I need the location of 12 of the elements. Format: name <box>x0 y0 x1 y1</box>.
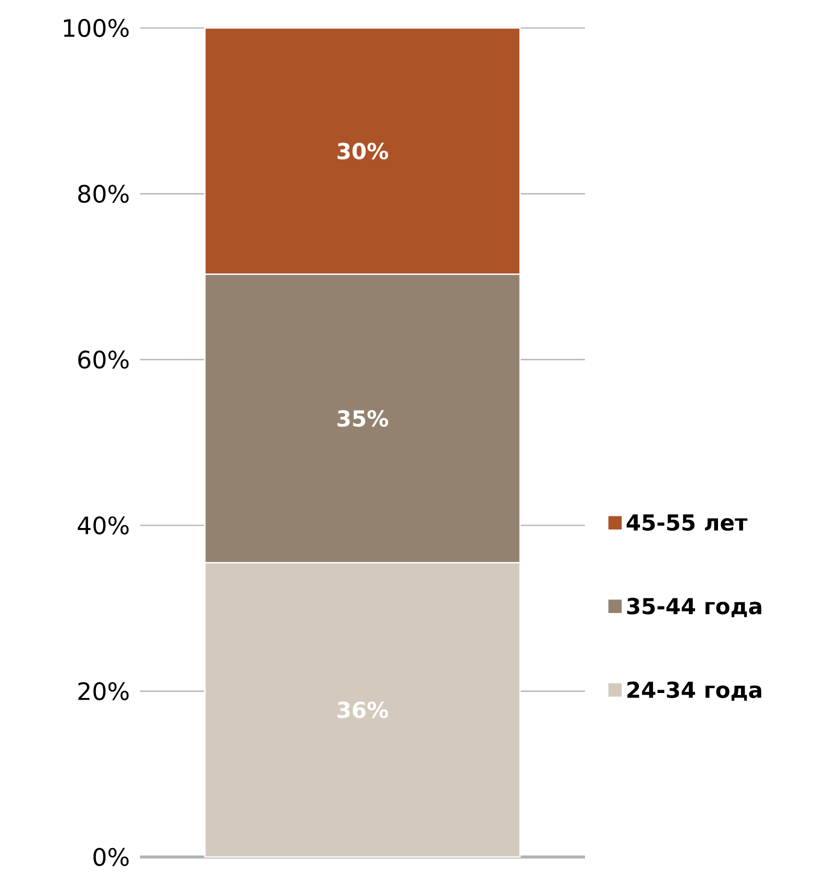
y-tick-label: 0% <box>93 848 129 866</box>
y-tick-label: 60% <box>78 350 129 369</box>
y-tick-label: 80% <box>78 184 129 203</box>
legend-label: 45-55 лет <box>626 514 748 531</box>
y-tick-label: 40% <box>78 516 129 534</box>
y-tick-label: 20% <box>78 682 129 700</box>
data-label: 35% <box>338 410 388 427</box>
legend-label: 24-34 года <box>627 681 762 701</box>
data-label: 30% <box>338 142 388 160</box>
data-label: 36% <box>338 702 388 718</box>
y-tick-label: 100% <box>64 18 129 38</box>
legend-label: 35-44 года <box>627 598 762 618</box>
